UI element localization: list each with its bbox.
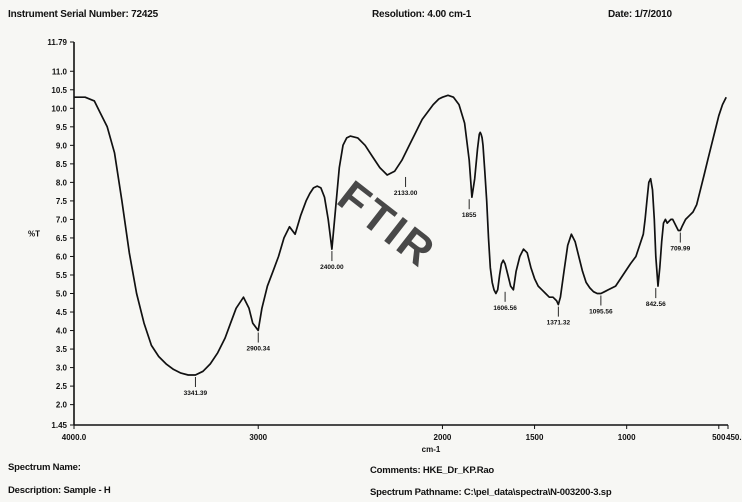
x-tick-label: 3000 <box>249 433 267 442</box>
y-tick-label: 11.0 <box>52 67 68 76</box>
y-tick-label: 7.5 <box>56 197 68 206</box>
peak-label: 709.99 <box>670 246 690 253</box>
y-tick-label: 2.0 <box>56 401 68 410</box>
peak-label: 842.56 <box>646 301 666 308</box>
peak-label: 2400.00 <box>320 264 344 271</box>
y-axis-label: %T <box>28 230 40 239</box>
x-tick-label: 450.0 <box>726 433 742 442</box>
y-tick-label: 11.79 <box>47 38 67 47</box>
y-tick-label: 4.5 <box>56 308 68 317</box>
x-tick-label: 500 <box>712 433 726 442</box>
spectrum-pathname-label: Spectrum Pathname: C:\pel_data\spectra\N… <box>370 487 612 498</box>
y-tick-label: 3.5 <box>56 345 68 354</box>
x-axis-label: cm-1 <box>422 445 441 454</box>
y-tick-label: 7.0 <box>56 215 68 224</box>
x-tick-label: 1500 <box>526 433 544 442</box>
peak-label: 1095.56 <box>589 309 613 316</box>
spectrum-line <box>74 94 727 376</box>
peak-label: 2133.00 <box>394 190 418 197</box>
ftir-spectrum-chart: 1.45 2.0 2.5 3.0 3.5 4.0 4.5 5.0 5.5 6.0 6.5 7.0 7.5… <box>28 38 742 454</box>
y-tick-label: 9.5 <box>56 123 68 132</box>
resolution-label: Resolution: 4.00 cm-1 <box>372 9 472 20</box>
peak-label: 2900.34 <box>246 346 270 353</box>
y-tick-label: 4.0 <box>56 327 68 336</box>
ftir-watermark: FTIR <box>329 171 446 277</box>
y-tick-label: 6.5 <box>56 234 68 243</box>
peak-label: 3341.39 <box>184 390 208 397</box>
y-tick-label: 2.5 <box>56 382 68 391</box>
y-tick-label: 6.0 <box>56 252 68 261</box>
comments-label: Comments: HKE_Dr_KP.Rao <box>370 465 495 476</box>
y-tick-label: 9.0 <box>56 141 68 150</box>
y-tick-label: 10.0 <box>51 104 67 113</box>
y-tick-label: 8.5 <box>56 160 68 169</box>
instrument-serial-number: Instrument Serial Number: 72425 <box>8 9 158 20</box>
y-tick-label: 3.0 <box>56 364 68 373</box>
x-tick-label: 2000 <box>434 433 452 442</box>
peak-label: 1855 <box>462 212 477 219</box>
y-tick-label: 10.5 <box>51 86 67 95</box>
y-tick-label: 5.5 <box>56 271 68 280</box>
y-tick-label: 8.0 <box>56 178 68 187</box>
x-tick-label: 4000.0 <box>62 433 87 442</box>
x-tick-label: 1000 <box>618 433 636 442</box>
y-tick-label: 1.45 <box>51 421 67 430</box>
description-label: Description: Sample - H <box>8 485 111 496</box>
peak-label: 1371.32 <box>547 320 571 327</box>
date-label: Date: 1/7/2010 <box>608 9 672 20</box>
peak-label: 1606.56 <box>493 305 517 312</box>
y-tick-label: 5.0 <box>56 290 68 299</box>
spectrum-name-label: Spectrum Name: <box>8 462 81 473</box>
